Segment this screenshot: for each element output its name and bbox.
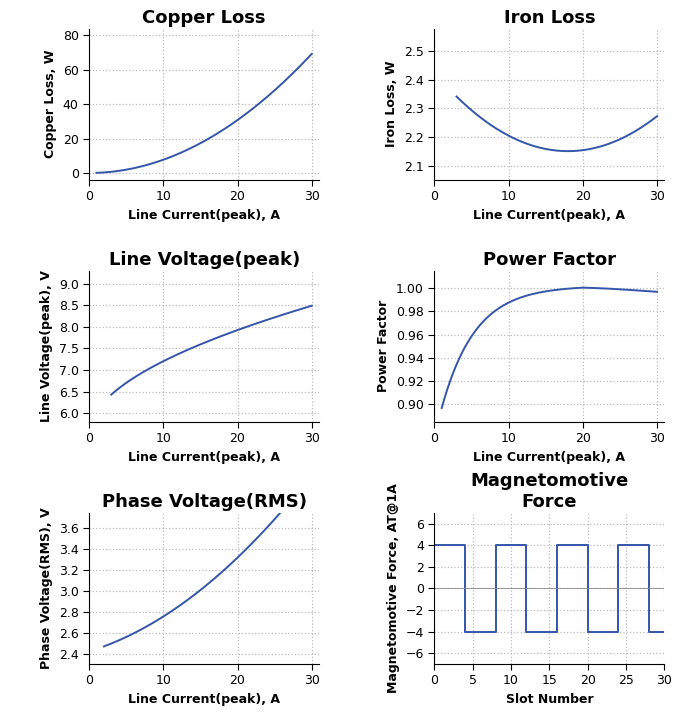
Title: Copper Loss: Copper Loss bbox=[142, 9, 266, 27]
Title: Magnetomotive
Force: Magnetomotive Force bbox=[470, 473, 629, 511]
Y-axis label: Phase Voltage(RMS), V: Phase Voltage(RMS), V bbox=[40, 508, 53, 669]
Title: Iron Loss: Iron Loss bbox=[503, 9, 595, 27]
X-axis label: Line Current(peak), A: Line Current(peak), A bbox=[128, 208, 280, 222]
Title: Power Factor: Power Factor bbox=[483, 251, 616, 269]
X-axis label: Line Current(peak), A: Line Current(peak), A bbox=[128, 693, 280, 706]
X-axis label: Line Current(peak), A: Line Current(peak), A bbox=[473, 451, 625, 464]
Y-axis label: Power Factor: Power Factor bbox=[377, 300, 390, 393]
Title: Line Voltage(peak): Line Voltage(peak) bbox=[108, 251, 300, 269]
Y-axis label: Magnetomotive Force, AT@1A: Magnetomotive Force, AT@1A bbox=[387, 483, 400, 693]
Y-axis label: Iron Loss, W: Iron Loss, W bbox=[386, 61, 399, 148]
Title: Phase Voltage(RMS): Phase Voltage(RMS) bbox=[101, 493, 307, 511]
X-axis label: Line Current(peak), A: Line Current(peak), A bbox=[128, 451, 280, 464]
X-axis label: Line Current(peak), A: Line Current(peak), A bbox=[473, 208, 625, 222]
X-axis label: Slot Number: Slot Number bbox=[506, 693, 593, 706]
Y-axis label: Line Voltage(peak), V: Line Voltage(peak), V bbox=[40, 271, 53, 422]
Y-axis label: Copper Loss, W: Copper Loss, W bbox=[44, 50, 57, 159]
